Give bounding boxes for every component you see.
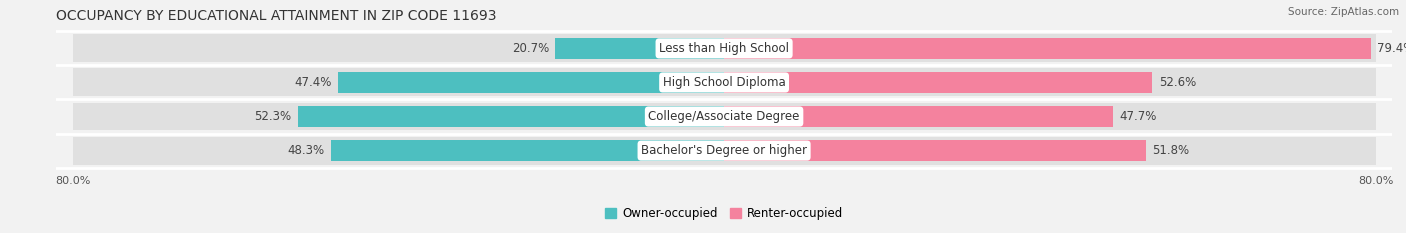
Text: Source: ZipAtlas.com: Source: ZipAtlas.com — [1288, 7, 1399, 17]
Bar — [298, 106, 724, 127]
Text: 48.3%: 48.3% — [287, 144, 325, 157]
Text: OCCUPANCY BY EDUCATIONAL ATTAINMENT IN ZIP CODE 11693: OCCUPANCY BY EDUCATIONAL ATTAINMENT IN Z… — [56, 9, 496, 23]
Text: College/Associate Degree: College/Associate Degree — [648, 110, 800, 123]
Text: Less than High School: Less than High School — [659, 42, 789, 55]
Bar — [724, 72, 1153, 93]
Bar — [555, 38, 724, 59]
Text: 47.4%: 47.4% — [294, 76, 332, 89]
Text: 51.8%: 51.8% — [1153, 144, 1189, 157]
Bar — [73, 137, 724, 164]
Bar — [330, 140, 724, 161]
Bar — [724, 34, 1375, 62]
Bar — [337, 72, 724, 93]
Text: 52.6%: 52.6% — [1159, 76, 1197, 89]
Text: Bachelor's Degree or higher: Bachelor's Degree or higher — [641, 144, 807, 157]
Bar — [73, 34, 724, 62]
Bar — [724, 140, 1146, 161]
Bar — [724, 106, 1112, 127]
Text: High School Diploma: High School Diploma — [662, 76, 786, 89]
Legend: Owner-occupied, Renter-occupied: Owner-occupied, Renter-occupied — [600, 203, 848, 225]
Bar — [73, 103, 724, 130]
Bar — [724, 103, 1375, 130]
Bar — [73, 69, 724, 96]
Text: 47.7%: 47.7% — [1119, 110, 1157, 123]
Text: 79.4%: 79.4% — [1378, 42, 1406, 55]
Bar — [724, 69, 1375, 96]
Bar — [724, 38, 1371, 59]
Bar — [724, 137, 1375, 164]
Text: 52.3%: 52.3% — [254, 110, 291, 123]
Text: 20.7%: 20.7% — [512, 42, 548, 55]
